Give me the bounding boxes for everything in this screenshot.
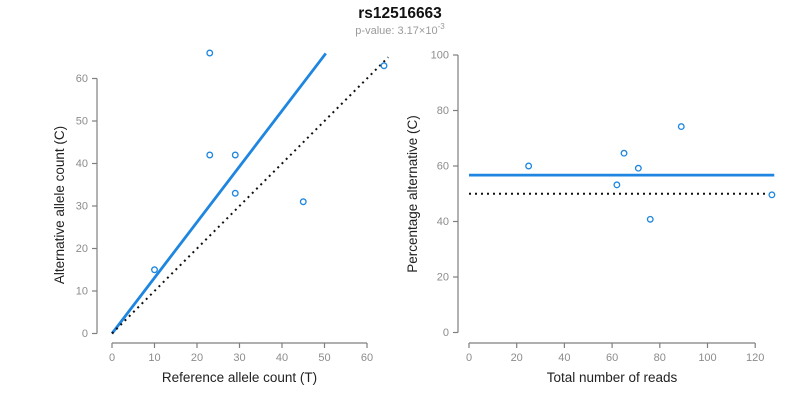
x-tick-label: 0 <box>109 352 115 364</box>
p-value-exponent: -3 <box>438 22 446 31</box>
data-point <box>231 151 239 159</box>
data-point <box>525 162 533 170</box>
x-tick-label: 0 <box>466 352 472 364</box>
left-plot: 0 10 20 30 40 50 60 0 10 20 30 40 50 60 Reference alle… <box>52 49 389 385</box>
data-point <box>634 164 642 172</box>
y-tick-label: 20 <box>76 243 88 255</box>
x-tick-label: 50 <box>318 352 330 364</box>
y-tick-label: 30 <box>76 201 88 213</box>
y-tick-label: 40 <box>76 158 88 170</box>
x-tick-label: 80 <box>654 352 666 364</box>
p-value-text: p-value: 3.17×10 <box>355 25 437 37</box>
x-axis-title: Total number of reads <box>547 370 678 385</box>
y-tick-label: 80 <box>437 105 449 117</box>
data-point <box>206 49 214 57</box>
fitted-ratio-line <box>110 52 327 335</box>
x-tick-label: 10 <box>148 352 160 364</box>
data-point <box>380 62 388 70</box>
identity-line <box>111 56 389 335</box>
y-tick-label: 60 <box>76 73 88 85</box>
x-axis-title: Reference allele count (T) <box>162 370 317 385</box>
y-tick-label: 0 <box>82 328 88 340</box>
y-tick-label: 60 <box>437 161 449 173</box>
data-point <box>677 123 685 131</box>
data-point <box>299 198 307 206</box>
y-tick-label: 50 <box>76 116 88 128</box>
x-tick-label: 20 <box>191 352 203 364</box>
x-tick-label: 40 <box>558 352 570 364</box>
y-axis-title: Percentage alternative (C) <box>405 115 420 273</box>
data-point <box>646 215 654 223</box>
x-tick-label: 100 <box>698 352 716 364</box>
x-tick-label: 30 <box>233 352 245 364</box>
right-plot: 0 20 40 60 80 100 120 0 20 40 60 80 100 Total number … <box>405 50 776 385</box>
data-point <box>620 149 628 157</box>
p-value-label: p-value: 3.17×10-3 <box>355 22 445 37</box>
plot-title: rs12516663 <box>358 5 442 22</box>
x-tick-label: 40 <box>276 352 288 364</box>
data-point <box>206 151 214 159</box>
data-point <box>151 266 158 274</box>
y-axis-title: Alternative allele count (C) <box>52 126 67 284</box>
y-tick-label: 40 <box>437 216 449 228</box>
data-point <box>613 181 621 189</box>
x-tick-label: 120 <box>746 352 764 364</box>
y-tick-label: 0 <box>443 327 449 339</box>
data-point <box>231 189 239 197</box>
x-tick-label: 60 <box>361 352 373 364</box>
y-tick-label: 20 <box>437 272 449 284</box>
y-tick-label: 100 <box>431 50 449 62</box>
y-tick-label: 10 <box>76 286 88 298</box>
x-tick-label: 20 <box>511 352 523 364</box>
x-tick-label: 60 <box>606 352 618 364</box>
data-point <box>768 191 776 199</box>
